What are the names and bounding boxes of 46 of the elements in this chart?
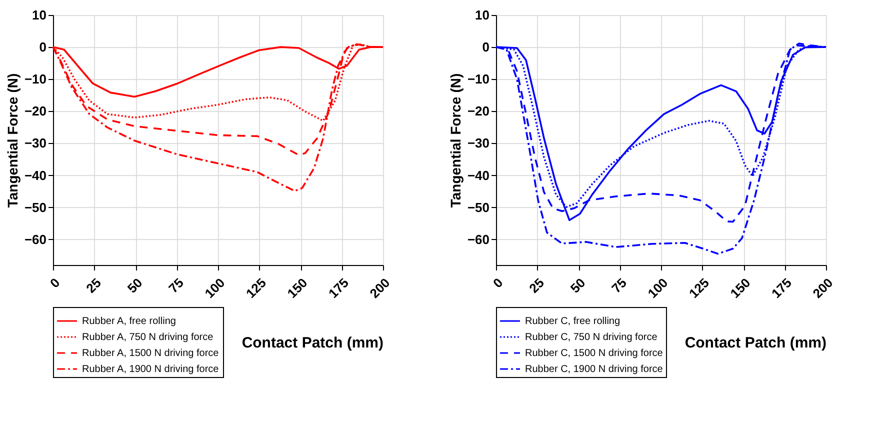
y-tick-label: −10 [467, 72, 490, 87]
x-tick-label: 0 [46, 275, 63, 291]
x-tick-label: 50 [124, 275, 146, 296]
y-axis-title: Tangential Force (N) [4, 73, 20, 208]
legend-label: Rubber C, 1900 N driving force [525, 364, 664, 375]
x-tick-label: 25 [83, 275, 104, 296]
y-tick-label: −30 [24, 136, 46, 151]
y-tick-label: 0 [39, 40, 46, 55]
x-tick-label: 125 [242, 275, 269, 302]
y-tick-label: −20 [24, 104, 46, 119]
x-tick-label: 150 [727, 275, 754, 302]
x-tick-label: 175 [768, 275, 794, 302]
legend-label: Rubber A, 1500 N driving force [82, 348, 220, 359]
legend-label: Rubber C, 1500 N driving force [525, 348, 664, 359]
y-tick-label: −10 [24, 72, 46, 87]
x-tick-label: 125 [686, 275, 712, 302]
x-tick-label: 0 [490, 275, 506, 291]
x-tick-label: 75 [608, 275, 630, 296]
legend-label: Rubber A, free rolling [82, 316, 176, 327]
x-tick-label: 50 [567, 275, 588, 296]
x-tick-label: 100 [644, 275, 671, 302]
legend-label: Rubber A, 750 N driving force [82, 332, 214, 343]
y-tick-label: 10 [475, 8, 490, 22]
y-tick-label: −50 [467, 200, 490, 215]
x-tick-label: 150 [284, 275, 310, 302]
y-tick-label: −50 [24, 200, 46, 215]
y-tick-label: 10 [32, 8, 46, 22]
legend-label: Rubber A, 1900 N driving force [82, 364, 220, 375]
x-tick-label: 100 [202, 275, 228, 302]
x-tick-label: 200 [810, 275, 836, 302]
y-tick-label: −40 [467, 168, 490, 183]
y-tick-label: −30 [467, 136, 490, 151]
x-tick-label: 25 [526, 275, 547, 296]
x-tick-label: 75 [166, 275, 186, 296]
y-tick-label: −60 [467, 232, 490, 247]
y-tick-label: −20 [467, 104, 490, 119]
y-tick-label: −60 [24, 232, 46, 247]
x-axis-title: Contact Patch (mm) [242, 334, 384, 352]
x-tick-label: 200 [366, 275, 393, 302]
legend-label: Rubber C, 750 N driving force [525, 332, 658, 343]
y-tick-label: 0 [482, 40, 490, 55]
y-tick-label: −40 [24, 168, 46, 183]
y-axis-title: Tangential Force (N) [447, 73, 464, 208]
legend-label: Rubber C, free rolling [525, 316, 620, 327]
x-tick-label: 175 [325, 275, 352, 302]
x-axis-title: Contact Patch (mm) [684, 334, 826, 352]
